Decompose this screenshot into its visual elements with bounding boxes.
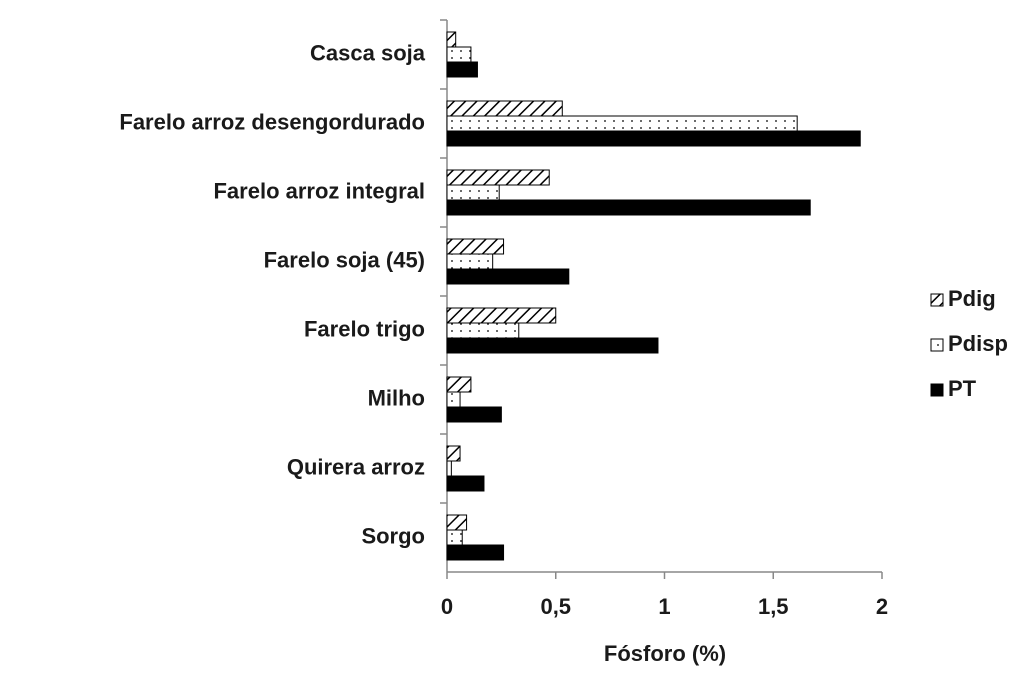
bar xyxy=(446,445,461,462)
legend-label: PT xyxy=(948,376,977,401)
legend-swatch xyxy=(930,383,944,397)
bar xyxy=(446,391,461,408)
bar xyxy=(446,253,494,270)
bar xyxy=(446,130,861,147)
x-axis-title: Fósforo (%) xyxy=(604,641,726,666)
bar xyxy=(446,529,463,546)
y-tick-label: Sorgo xyxy=(361,523,425,548)
bar xyxy=(446,376,472,393)
y-tick-label: Farelo trigo xyxy=(304,316,425,341)
y-tick-label: Farelo arroz integral xyxy=(213,178,425,203)
bar xyxy=(446,337,659,354)
bar xyxy=(446,238,505,255)
bar xyxy=(446,31,457,48)
y-tick-label: Farelo arroz desengordurado xyxy=(119,109,425,134)
bar xyxy=(446,199,811,216)
y-tick-label: Milho xyxy=(368,385,425,410)
bar xyxy=(446,544,505,561)
legend-swatch xyxy=(930,293,944,307)
y-tick-label: Quirera arroz xyxy=(287,454,425,479)
x-tick-label: 1 xyxy=(658,594,670,619)
bar xyxy=(446,100,563,117)
bar xyxy=(446,475,485,492)
bar xyxy=(446,406,502,423)
x-tick-label: 1,5 xyxy=(758,594,789,619)
legend-label: Pdig xyxy=(948,286,996,311)
x-tick-label: 0,5 xyxy=(540,594,571,619)
bar xyxy=(446,460,452,477)
bar xyxy=(446,46,472,63)
bar xyxy=(446,115,798,132)
y-tick-label: Farelo soja (45) xyxy=(264,247,425,272)
bar xyxy=(446,322,520,339)
legend-swatch xyxy=(930,338,944,352)
x-tick-label: 2 xyxy=(876,594,888,619)
bar xyxy=(446,268,570,285)
y-tick-label: Casca soja xyxy=(310,40,426,65)
bar xyxy=(446,61,478,78)
bar xyxy=(446,169,550,186)
legend-label: Pdisp xyxy=(948,331,1008,356)
x-tick-label: 0 xyxy=(441,594,453,619)
bar xyxy=(446,514,468,531)
bar xyxy=(446,184,500,201)
bar xyxy=(446,307,557,324)
